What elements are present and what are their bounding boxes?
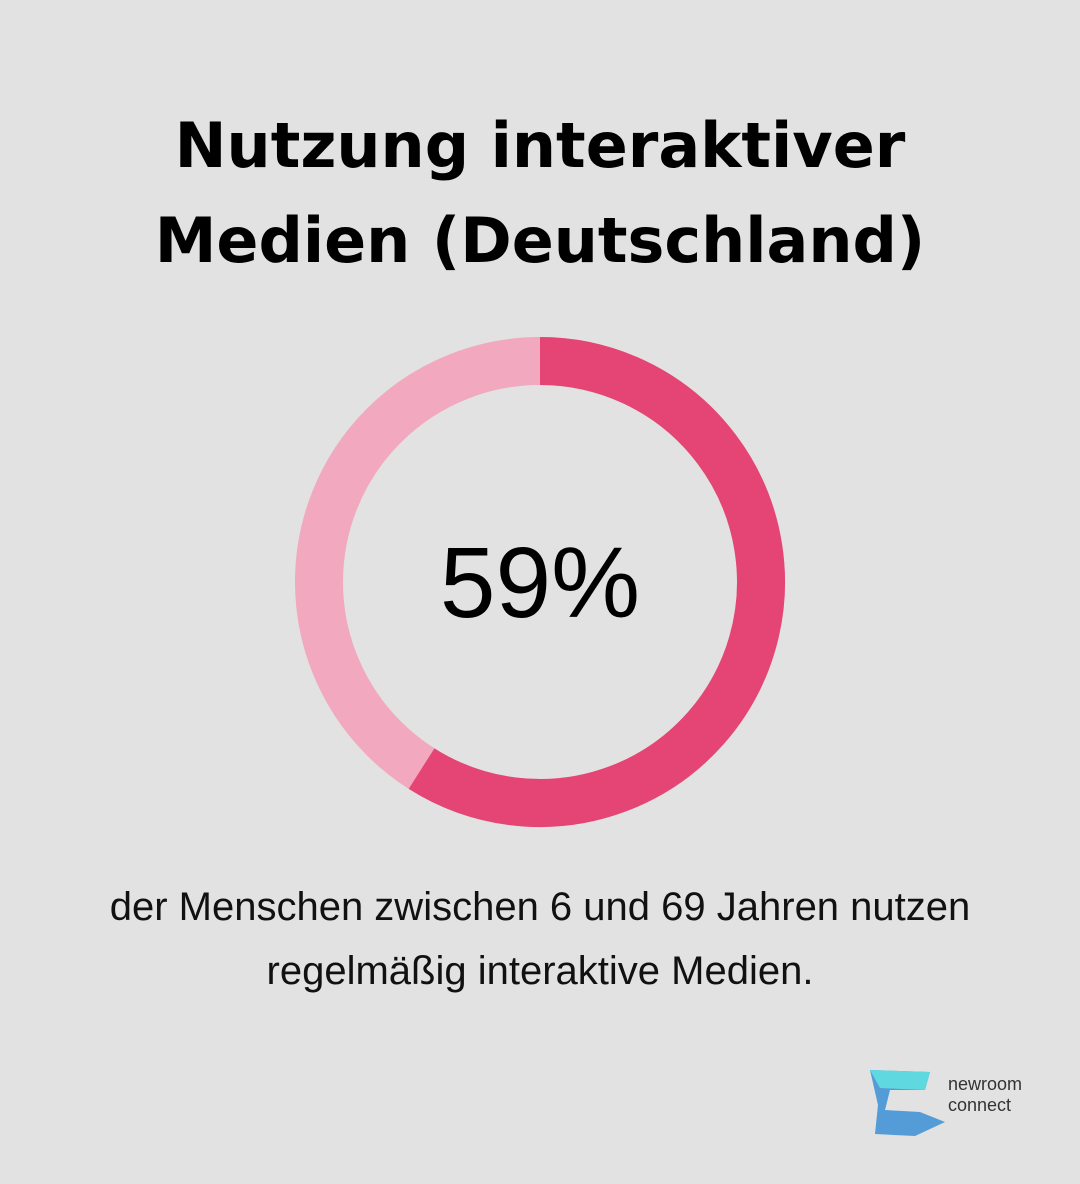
logo-text: connect bbox=[948, 1095, 1011, 1115]
donut-segment bbox=[408, 337, 785, 827]
logo-text: newroom bbox=[948, 1074, 1022, 1094]
value-label: 59% bbox=[440, 527, 640, 639]
logo: newroom connect bbox=[870, 1070, 1022, 1136]
caption: der Menschen zwischen 6 und 69 Jahren nu… bbox=[109, 885, 971, 993]
chart-title: Nutzung interaktiver Medien (Deutschland… bbox=[154, 109, 926, 277]
logo-icon-top bbox=[870, 1070, 930, 1090]
